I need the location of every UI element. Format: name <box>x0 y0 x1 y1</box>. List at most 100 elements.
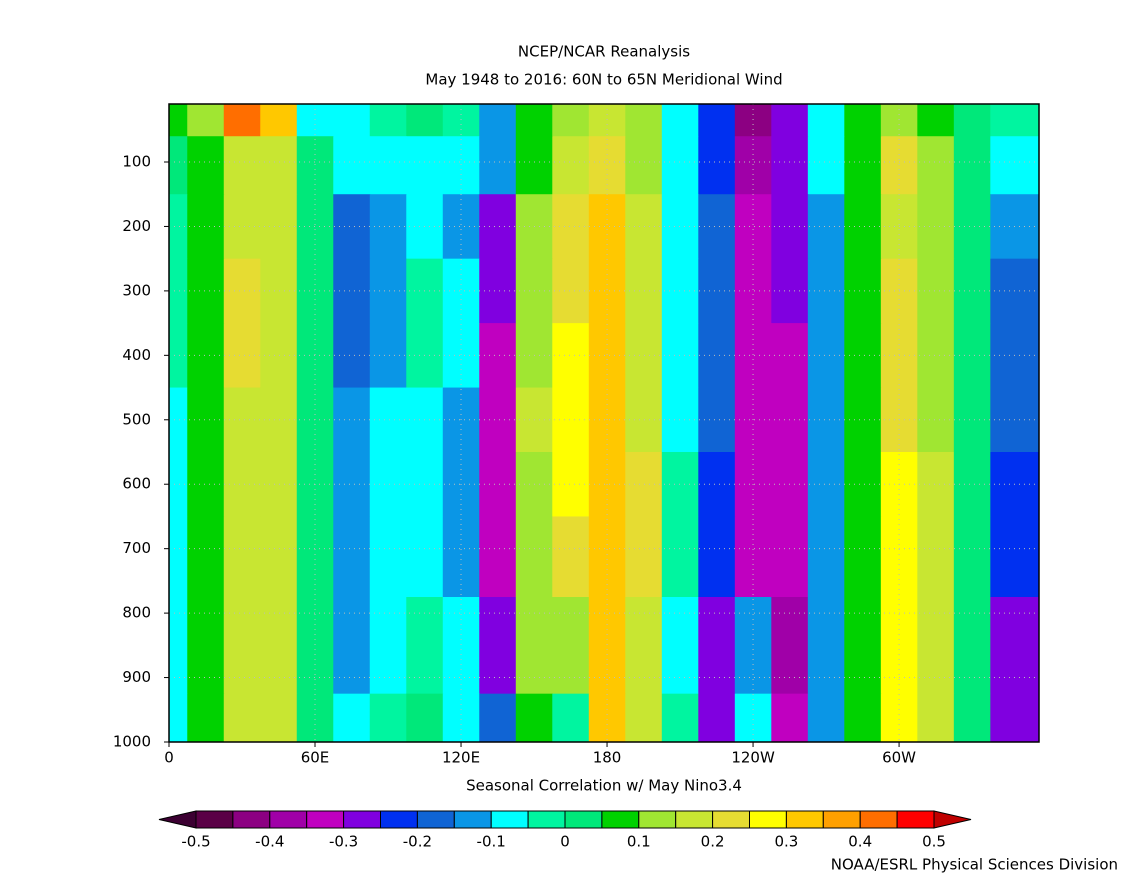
cell <box>953 693 991 743</box>
x-tick-label: 120W <box>731 749 775 767</box>
cell <box>661 323 699 389</box>
cell <box>187 597 225 695</box>
cell <box>844 104 882 137</box>
cell <box>953 136 991 195</box>
cell <box>333 516 371 598</box>
cell <box>187 104 225 137</box>
cell <box>734 194 772 260</box>
cell <box>880 693 918 743</box>
cell <box>369 452 407 517</box>
cell <box>260 387 298 453</box>
cell <box>187 516 225 598</box>
cell <box>515 104 553 137</box>
cell <box>917 323 955 389</box>
colorbar-box <box>490 810 529 829</box>
cell <box>917 452 955 517</box>
cell <box>844 452 882 517</box>
colorbar-box <box>675 810 714 829</box>
cell <box>917 597 955 695</box>
cell <box>552 104 590 137</box>
cell <box>442 597 480 695</box>
cell <box>442 104 480 137</box>
cell <box>406 693 444 743</box>
cell <box>734 104 772 137</box>
cell <box>917 693 955 743</box>
x-tick-label: 120E <box>442 749 480 767</box>
colorbar-tick-label: 0 <box>560 833 570 851</box>
cell <box>917 387 955 453</box>
colorbar-under <box>158 810 197 829</box>
cell <box>625 452 663 517</box>
cell <box>771 597 809 695</box>
cell <box>625 136 663 195</box>
cell <box>479 452 517 517</box>
cell <box>771 104 809 137</box>
cell <box>917 136 955 195</box>
x-tick-label: 180 <box>593 749 622 767</box>
colorbar-tick-label: -0.2 <box>403 833 432 851</box>
cell <box>260 136 298 195</box>
cell <box>296 194 334 260</box>
cell <box>479 693 517 743</box>
cell <box>661 194 699 260</box>
cell <box>625 258 663 324</box>
cell <box>552 693 590 743</box>
colorbar-tick-label: -0.5 <box>181 833 210 851</box>
cell <box>442 387 480 453</box>
cell <box>698 136 736 195</box>
colorbar-box <box>601 810 640 829</box>
cell <box>990 693 1040 743</box>
cell <box>187 452 225 517</box>
x-tick-label: 60W <box>882 749 916 767</box>
cell <box>771 693 809 743</box>
cell <box>844 258 882 324</box>
colorbar-box <box>306 810 345 829</box>
cell <box>442 516 480 598</box>
y-tick-label: 100 <box>122 153 151 171</box>
colorbar-box <box>380 810 418 829</box>
cell <box>953 516 991 598</box>
cell <box>296 104 334 137</box>
cell <box>807 452 845 517</box>
colorbar-tick-label: 0.4 <box>848 833 872 851</box>
cell <box>515 136 553 195</box>
x-tick-label: 60E <box>301 749 330 767</box>
cell <box>479 136 517 195</box>
cell <box>807 387 845 453</box>
y-tick-label: 500 <box>122 410 151 428</box>
cell <box>479 387 517 453</box>
cell <box>406 597 444 695</box>
cell <box>880 104 918 137</box>
y-tick-label: 600 <box>122 475 151 493</box>
cell <box>442 693 480 743</box>
cell <box>807 258 845 324</box>
cell <box>442 323 480 389</box>
colorbar-box <box>269 810 308 829</box>
x-axis-label: Seasonal Correlation w/ May Nino3.4 <box>466 777 742 795</box>
cell <box>187 136 225 195</box>
cell <box>369 693 407 743</box>
cell <box>807 136 845 195</box>
y-tick-label: 900 <box>122 668 151 686</box>
colorbar-box <box>638 810 677 829</box>
cell <box>260 516 298 598</box>
cell <box>807 516 845 598</box>
colorbar-box <box>712 810 750 829</box>
cell <box>661 258 699 324</box>
cell <box>187 387 225 453</box>
cell <box>169 452 188 517</box>
cell <box>169 323 188 389</box>
cell <box>917 104 955 137</box>
cell <box>917 194 955 260</box>
cell <box>807 597 845 695</box>
cell <box>515 693 553 743</box>
cell <box>661 104 699 137</box>
cell <box>661 516 699 598</box>
cell <box>990 104 1040 137</box>
cell <box>807 323 845 389</box>
cell <box>169 387 188 453</box>
cell <box>260 452 298 517</box>
cell <box>406 136 444 195</box>
cell <box>771 516 809 598</box>
